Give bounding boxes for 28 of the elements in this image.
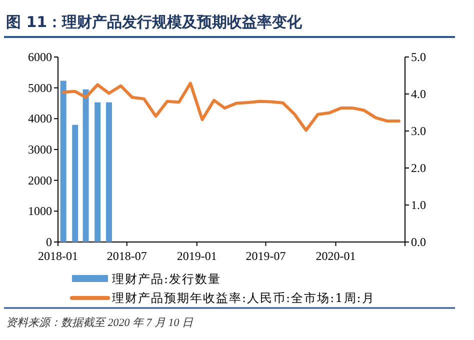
y-tick-label: 5000 bbox=[28, 80, 52, 95]
bar bbox=[82, 89, 89, 242]
chart-title: 图 11：理财产品发行规模及预期收益率变化 bbox=[6, 13, 304, 31]
y-tick-label: 4000 bbox=[28, 112, 52, 126]
x-tick-label: 2019-07 bbox=[246, 249, 286, 263]
y2-tick-label: 5.0 bbox=[411, 50, 426, 64]
y-tick-label: 6000 bbox=[28, 50, 52, 64]
y2-tick-label: 0.0 bbox=[411, 235, 426, 249]
y-tick-label: 0 bbox=[46, 235, 52, 249]
bar bbox=[72, 124, 78, 242]
y-tick-label: 3000 bbox=[28, 142, 52, 156]
bar bbox=[94, 102, 101, 242]
y2-tick-label: 4.0 bbox=[411, 87, 426, 101]
y2-tick-label: 1.0 bbox=[411, 198, 426, 212]
x-tick-label: 2018-01 bbox=[38, 249, 78, 263]
bar bbox=[106, 102, 112, 242]
y-tick-label: 1000 bbox=[28, 204, 52, 218]
y2-tick-label: 3.0 bbox=[411, 124, 426, 138]
y-tick-label: 2000 bbox=[28, 173, 52, 188]
bar bbox=[60, 80, 66, 242]
x-tick-label: 2018-07 bbox=[106, 249, 147, 263]
text: 资料来源：数据截至 2020 年 7 月 10 日 bbox=[6, 316, 194, 329]
y2-tick-label: 2.0 bbox=[411, 161, 426, 175]
x-tick-label: 2019-01 bbox=[176, 249, 217, 263]
legend-label: 理财产品预期年收益率:人民币:全市场:1周:月 bbox=[112, 291, 375, 305]
x-tick-label: 2020-01 bbox=[316, 249, 356, 263]
legend-label: 理财产品:发行数量 bbox=[112, 272, 222, 286]
line-series bbox=[62, 82, 400, 132]
